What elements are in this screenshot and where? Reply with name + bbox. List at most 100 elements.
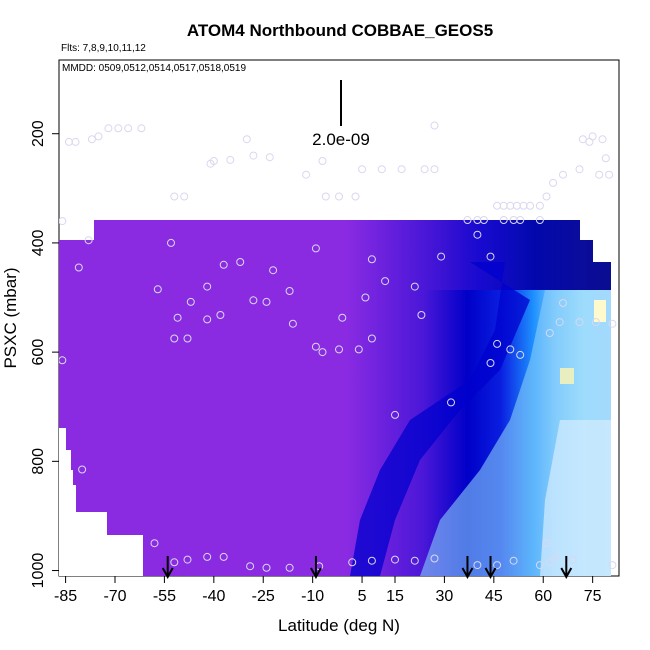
- observation-point: [318, 348, 327, 357]
- observation-point: [516, 350, 525, 359]
- observation-point: [486, 252, 495, 261]
- x-tick-label: -55: [153, 588, 176, 605]
- observation-point: [354, 345, 363, 354]
- observation-point: [608, 561, 617, 570]
- observation-point: [78, 465, 87, 474]
- observation-point: [535, 201, 544, 210]
- observation-point: [59, 217, 67, 226]
- x-axis: -85 -70 -55 -40 -25 -10 5 15 30 45 60 75: [54, 576, 602, 605]
- y-tick-label: 600: [30, 339, 47, 366]
- observation-point: [170, 334, 179, 343]
- observation-point: [311, 342, 320, 351]
- observation-point: [506, 345, 515, 354]
- observation-point: [74, 263, 83, 272]
- scale-label: 2.0e-09: [312, 130, 370, 149]
- observation-point: [555, 318, 564, 327]
- observation-point: [104, 124, 113, 133]
- observation-point: [203, 552, 212, 561]
- x-tick-label: 60: [534, 588, 552, 605]
- observation-point: [512, 201, 521, 210]
- y-axis: 200 400 600 800 1000: [30, 120, 59, 588]
- observation-point: [236, 258, 245, 266]
- observation-point: [608, 319, 617, 328]
- observation-point: [463, 216, 472, 224]
- observation-point: [269, 266, 278, 275]
- observation-point: [486, 359, 495, 367]
- observation-point: [216, 311, 225, 319]
- observation-point: [249, 151, 258, 160]
- observation-point: [552, 552, 561, 561]
- observation-point: [601, 154, 610, 163]
- x-tick-label: -70: [103, 588, 126, 605]
- observation-point: [545, 558, 554, 567]
- x-tick-label: 45: [485, 588, 503, 605]
- observation-point: [578, 135, 587, 144]
- observation-point: [167, 238, 175, 247]
- observation-point: [242, 135, 251, 144]
- observation-point: [559, 170, 567, 179]
- x-tick-label: 75: [584, 588, 602, 605]
- observation-point: [526, 201, 535, 210]
- observation-point: [351, 192, 360, 201]
- chart-title: ATOM4 Northbound COBBAE_GEOS5: [187, 21, 493, 40]
- observation-point: [302, 170, 311, 179]
- observation-point: [499, 216, 508, 224]
- observation-point: [591, 318, 600, 327]
- flight-arrows: [161, 556, 573, 580]
- observation-point: [87, 135, 96, 144]
- observation-point: [262, 563, 271, 572]
- observation-point: [430, 121, 439, 130]
- observation-point: [473, 561, 482, 570]
- observation-point: [516, 216, 525, 224]
- observation-point: [542, 539, 551, 548]
- observation-point: [311, 244, 320, 253]
- observation-point: [410, 556, 419, 565]
- observation-point: [391, 410, 399, 419]
- y-tick-label: 200: [30, 120, 47, 147]
- observation-point: [338, 313, 347, 322]
- flights-note: Flts: 7,8,9,10,11,12: [61, 43, 146, 54]
- y-tick-label: 800: [30, 448, 47, 475]
- observation-point: [84, 236, 93, 245]
- y-tick-label: 400: [30, 229, 47, 256]
- observation-point: [447, 398, 455, 407]
- flight-arrow: [484, 556, 497, 580]
- observation-point: [114, 124, 123, 133]
- observation-point: [575, 318, 584, 327]
- observation-point: [246, 562, 255, 571]
- observation-point: [137, 124, 146, 133]
- observation-point: [568, 555, 577, 564]
- observation-point: [367, 255, 376, 264]
- observation-point: [367, 334, 376, 343]
- observation-point: [473, 230, 482, 239]
- flight-arrow: [310, 556, 322, 580]
- upper-troposphere-field: [59, 220, 611, 290]
- observation-point: [391, 555, 399, 564]
- observation-point: [535, 216, 544, 224]
- pale-region: [540, 420, 611, 576]
- observation-point: [493, 561, 502, 570]
- observation-point: [430, 165, 439, 174]
- observation-point: [219, 552, 228, 561]
- observation-point: [59, 356, 67, 365]
- observation-point: [170, 558, 179, 567]
- observation-point: [519, 201, 528, 210]
- missing-data-area: [59, 428, 143, 576]
- x-tick-label: 30: [436, 588, 454, 605]
- observation-point: [545, 329, 554, 337]
- observation-point: [209, 157, 218, 165]
- observation-point: [437, 252, 446, 261]
- observation-points: [59, 121, 617, 572]
- observation-point: [186, 297, 195, 306]
- observation-point: [559, 299, 567, 307]
- observation-point: [262, 297, 271, 306]
- dates-note: MMDD: 0509,0512,0514,0517,0518,0519: [62, 63, 246, 74]
- x-axis-label: Latitude (deg N): [278, 616, 400, 635]
- flight-arrow: [560, 556, 573, 580]
- observation-point: [605, 170, 614, 179]
- observation-point: [124, 124, 133, 133]
- observation-point: [595, 170, 604, 179]
- observation-point: [499, 201, 508, 210]
- observation-point: [203, 315, 212, 324]
